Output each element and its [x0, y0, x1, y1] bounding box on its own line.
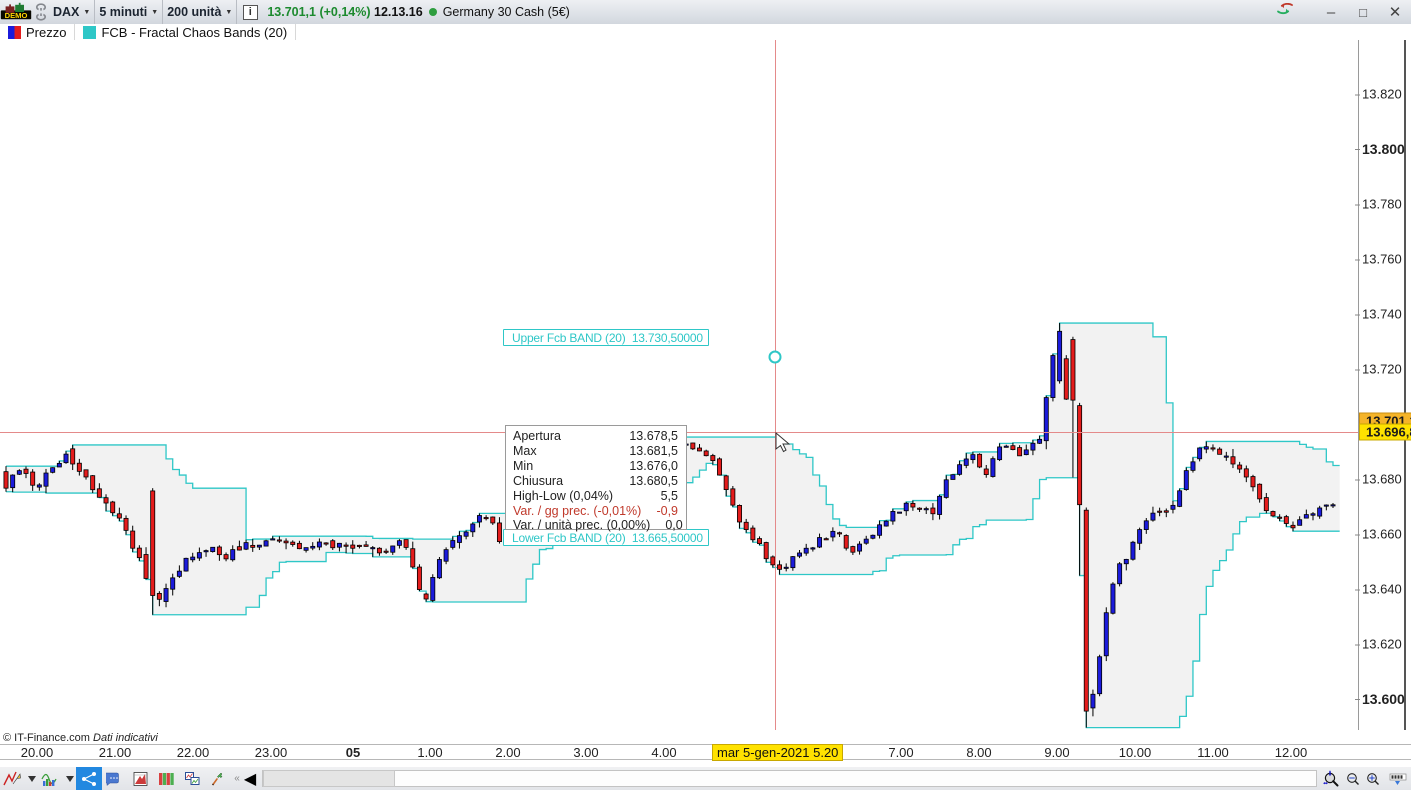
- svg-text:DEMO: DEMO: [5, 11, 28, 20]
